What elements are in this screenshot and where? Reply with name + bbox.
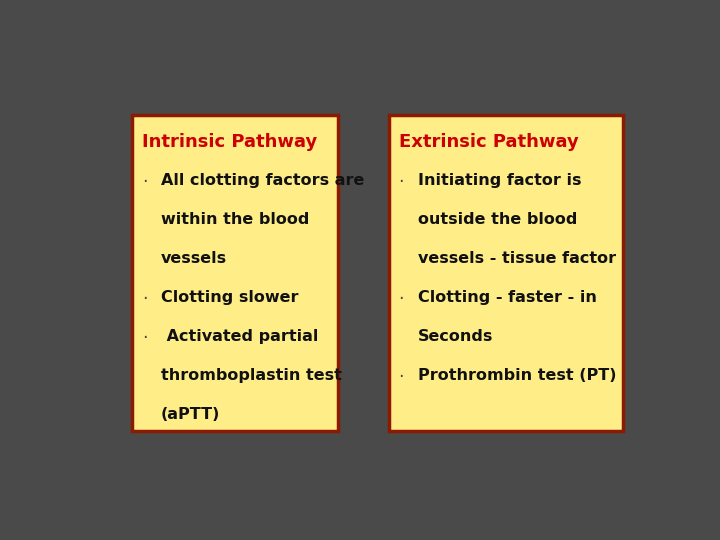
- Text: All clotting factors are: All clotting factors are: [161, 173, 364, 188]
- Text: within the blood: within the blood: [161, 212, 310, 227]
- Text: Extrinsic Pathway: Extrinsic Pathway: [399, 133, 578, 151]
- Text: Initiating factor is: Initiating factor is: [418, 173, 581, 188]
- Text: Prothrombin test (PT): Prothrombin test (PT): [418, 368, 616, 383]
- Text: vessels - tissue factor: vessels - tissue factor: [418, 251, 616, 266]
- Text: Clotting slower: Clotting slower: [161, 290, 298, 305]
- Text: Activated partial: Activated partial: [161, 329, 318, 344]
- FancyBboxPatch shape: [389, 114, 623, 431]
- Text: ·: ·: [399, 173, 404, 191]
- Text: ·: ·: [142, 173, 148, 191]
- Text: Intrinsic Pathway: Intrinsic Pathway: [142, 133, 317, 151]
- Text: ·: ·: [142, 290, 148, 308]
- Text: thromboplastin test: thromboplastin test: [161, 368, 342, 383]
- Text: ·: ·: [142, 329, 148, 347]
- Text: ·: ·: [399, 368, 404, 386]
- Text: ·: ·: [399, 290, 404, 308]
- Text: outside the blood: outside the blood: [418, 212, 577, 227]
- Text: Clotting - faster - in: Clotting - faster - in: [418, 290, 596, 305]
- Text: Seconds: Seconds: [418, 329, 493, 344]
- Text: vessels: vessels: [161, 251, 227, 266]
- Text: (aPTT): (aPTT): [161, 407, 220, 422]
- FancyBboxPatch shape: [132, 114, 338, 431]
